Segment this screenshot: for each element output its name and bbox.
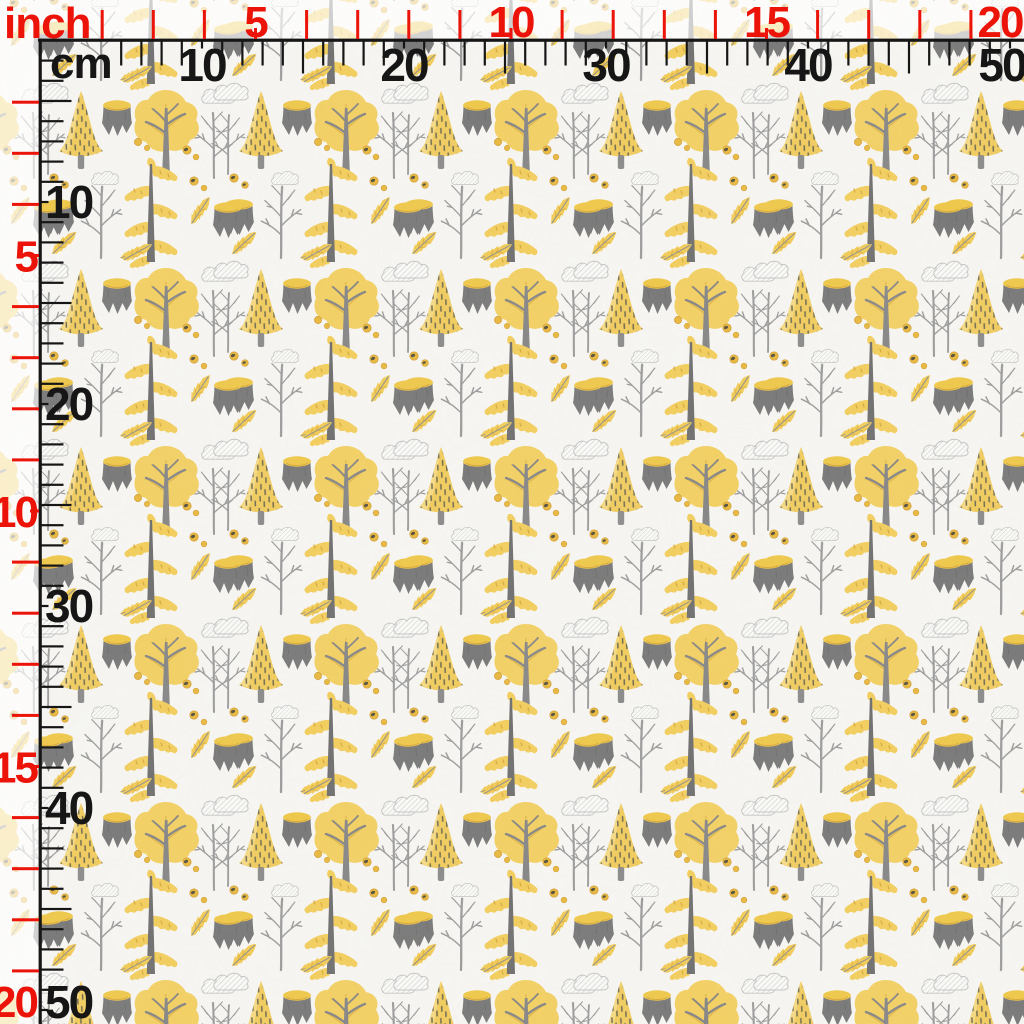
cm-unit-label: cm [50, 39, 113, 88]
inch-unit-label: inch [4, 0, 91, 48]
